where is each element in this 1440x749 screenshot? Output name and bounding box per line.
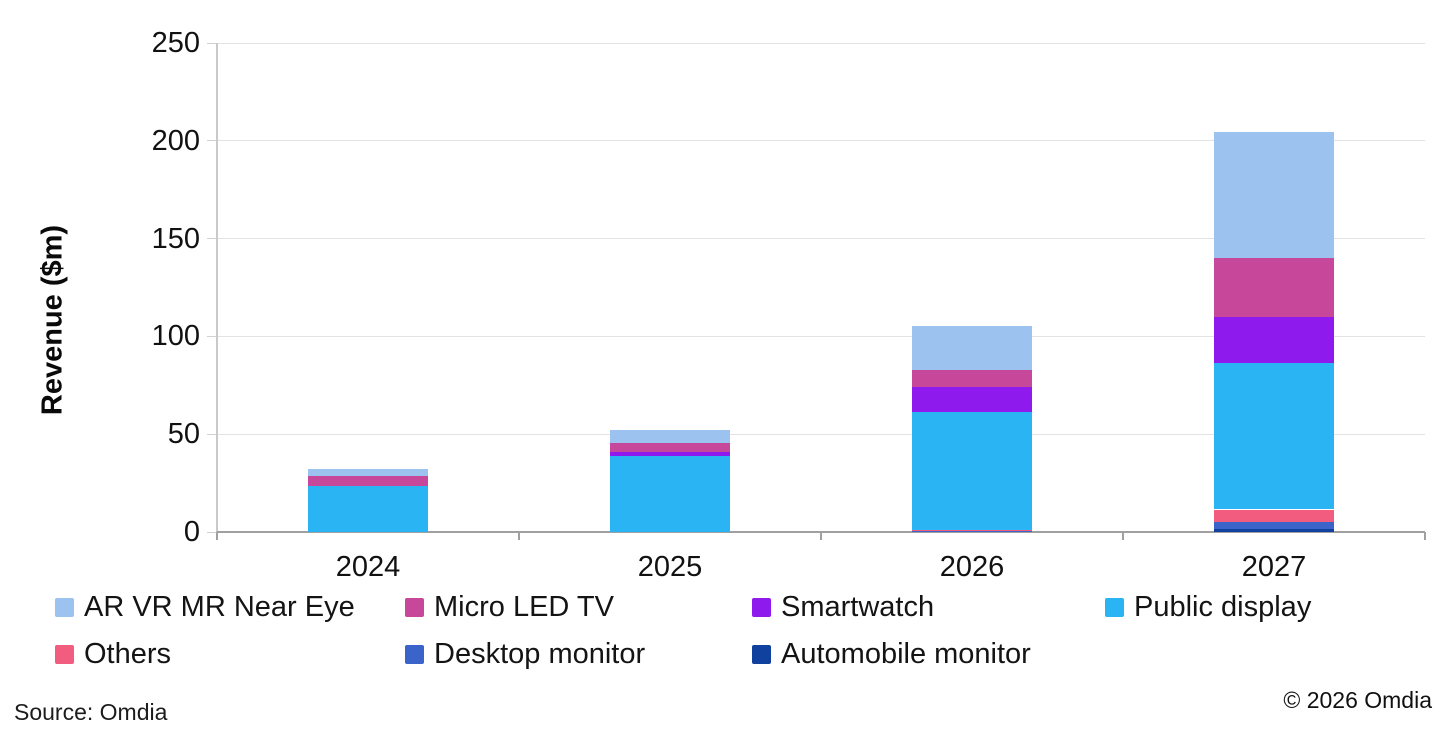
gridline-150 [217,238,1425,240]
legend-label-others: Others [84,638,172,670]
y-axis-tick [207,335,217,337]
legend-label-desktop-monitor: Desktop monitor [434,638,646,670]
bar-segment-smartwatch-2027 [1214,316,1334,363]
bar-segment-automobile-monitor-2026 [912,531,1032,532]
bar-segment-others-2026 [912,529,1032,531]
x-axis-tick [1424,532,1426,540]
bar-segment-micro-led-tv-2025 [610,443,730,452]
bar-segment-automobile-monitor-2027 [1214,529,1334,532]
x-axis-category-label: 2026 [939,551,1005,583]
bar-segment-desktop-monitor-2026 [912,530,1032,532]
bar-segment-public-display-2027 [1214,362,1334,510]
gridline-250 [217,42,1425,44]
legend-item-micro-led-tv: Micro LED TV [405,592,614,622]
bar-segment-public-display-2026 [912,412,1032,530]
y-axis-tick-label: 150 [151,222,200,255]
bar-segment-public-display-2024 [308,486,428,532]
bar-segment-smartwatch-2025 [610,451,730,456]
y-axis-tick-label: 200 [151,124,200,157]
legend-item-others: Others [55,639,171,669]
y-axis-tick [207,140,217,142]
legend-swatch-smartwatch [752,597,771,617]
bar-segment-smartwatch-2026 [912,387,1032,413]
copyright-note: © 2026 Omdia [1283,687,1432,713]
legend-item-smartwatch: Smartwatch [752,592,934,622]
legend-item-ar-vr-mr-near-eye: AR VR MR Near Eye [55,592,355,622]
y-axis-tick-label: 0 [183,516,200,548]
bar-segment-public-display-2025 [610,455,730,532]
bar-segment-ar-vr-mr-near-eye-2024 [308,469,428,477]
gridline-200 [217,140,1425,142]
y-axis-tick [207,238,217,240]
legend-swatch-desktop-monitor [405,644,424,664]
y-axis-line [216,43,218,539]
legend-item-automobile-monitor: Automobile monitor [752,639,1031,669]
y-axis-tick-label: 100 [151,320,200,353]
y-axis-tick-label: 250 [151,27,200,59]
bar-segment-micro-led-tv-2027 [1214,258,1334,317]
bar-segment-micro-led-tv-2024 [308,476,428,487]
bar-segment-ar-vr-mr-near-eye-2025 [610,430,730,443]
y-axis-tick [207,42,217,44]
legend-swatch-others [55,644,74,664]
x-axis-category-label: 2025 [637,551,703,583]
y-axis-tick [207,531,217,533]
legend-swatch-ar-vr-mr-near-eye [55,597,74,617]
x-axis-category-label: 2024 [335,551,401,583]
legend-label-public-display: Public display [1134,591,1312,623]
legend-label-automobile-monitor: Automobile monitor [781,638,1031,670]
bar-segment-ar-vr-mr-near-eye-2027 [1214,131,1334,259]
bar-segment-others-2027 [1214,509,1334,523]
legend-swatch-micro-led-tv [405,597,424,617]
x-axis-tick [1122,532,1124,540]
legend-item-public-display: Public display [1105,592,1311,622]
legend-item-desktop-monitor: Desktop monitor [405,639,645,669]
bar-segment-micro-led-tv-2026 [912,370,1032,388]
legend-label-smartwatch: Smartwatch [781,591,935,623]
y-axis-tick [207,433,217,435]
legend-swatch-automobile-monitor [752,644,771,664]
x-axis-tick [216,532,218,540]
x-axis-category-label: 2027 [1241,551,1307,583]
legend-label-ar-vr-mr-near-eye: AR VR MR Near Eye [84,591,355,623]
bar-segment-ar-vr-mr-near-eye-2026 [912,326,1032,371]
legend-swatch-public-display [1105,597,1124,617]
gridline-100 [217,335,1425,337]
bar-segment-desktop-monitor-2027 [1214,522,1334,530]
x-axis-tick [518,532,520,540]
source-note: Source: Omdia [14,699,168,725]
x-axis-tick [820,532,822,540]
y-axis-title: Revenue ($m) [36,224,69,416]
y-axis-tick-label: 50 [167,418,200,451]
gridline-50 [217,433,1425,435]
legend-label-micro-led-tv: Micro LED TV [434,591,614,623]
